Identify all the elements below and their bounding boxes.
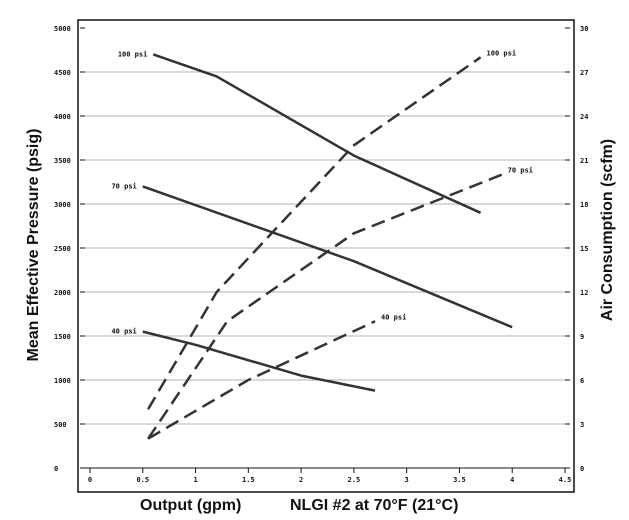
y-right-tick-label: 21 bbox=[580, 157, 588, 165]
series-line-40-psi-solid bbox=[142, 330, 376, 392]
y-right-tick-label: 24 bbox=[580, 113, 588, 121]
y-right-tick-label: 18 bbox=[580, 201, 588, 209]
series-label-40-psi-solid: 40 psi bbox=[111, 328, 136, 336]
x-tick-label: 2 bbox=[299, 476, 303, 484]
y-right-tick-label: 12 bbox=[580, 289, 588, 297]
series-label-100-psi-solid: 100 psi bbox=[118, 50, 148, 58]
x-tick-label: 4.5 bbox=[559, 476, 572, 484]
y-left-tick-label: 3000 bbox=[54, 201, 71, 209]
x-tick-label: 0.5 bbox=[136, 476, 149, 484]
x-tick-label: 3 bbox=[405, 476, 409, 484]
series-labels: 100 psi 70 psi 40 psi 100 psi 70 psi 40 psi bbox=[111, 49, 532, 335]
series-label-100-psi-dashed: 100 psi bbox=[487, 49, 517, 57]
series-label-40-psi-dashed: 40 psi bbox=[381, 313, 406, 321]
y-left-tick-label: 4000 bbox=[54, 113, 71, 121]
series-label-70-psi-solid: 70 psi bbox=[111, 182, 136, 190]
y-right-tick-label: 27 bbox=[580, 69, 588, 77]
y-left-tick-label: 1500 bbox=[54, 333, 71, 341]
y-left-tick-label: 500 bbox=[54, 421, 67, 429]
x-tick-label: 3.5 bbox=[453, 476, 466, 484]
y-left-tick-label: 1000 bbox=[54, 377, 71, 385]
x-tick-label: 1.5 bbox=[242, 476, 255, 484]
y-right-tick-label: 6 bbox=[580, 377, 584, 385]
x-tick-label: 1 bbox=[193, 476, 197, 484]
series-line-100-psi-solid bbox=[152, 53, 482, 214]
tick-labels: 0500100015002000250030003500400045005000… bbox=[54, 25, 588, 484]
y-right-tick-label: 0 bbox=[580, 465, 584, 473]
series-line-100-psi-dashed bbox=[147, 56, 482, 410]
y-right-tick-label: 3 bbox=[580, 421, 584, 429]
y-right-tick-label: 9 bbox=[580, 333, 584, 341]
y-axis-left-title: Mean Effective Pressure (psig) bbox=[25, 129, 42, 362]
y-left-tick-label: 4500 bbox=[54, 69, 71, 77]
x-axis-title: Output (gpm) bbox=[140, 497, 241, 514]
x-tick-label: 4 bbox=[510, 476, 514, 484]
y-left-tick-label: 0 bbox=[54, 465, 58, 473]
x-tick-label: 2.5 bbox=[348, 476, 361, 484]
y-axis-right-title: Air Consumption (scfm) bbox=[599, 139, 616, 321]
y-left-tick-label: 3500 bbox=[54, 157, 71, 165]
series-line-70-psi-solid bbox=[142, 185, 513, 329]
y-left-tick-label: 2500 bbox=[54, 245, 71, 253]
y-right-tick-label: 15 bbox=[580, 245, 588, 253]
y-left-tick-label: 5000 bbox=[54, 25, 71, 33]
series-lines bbox=[142, 53, 513, 440]
series-label-70-psi-dashed: 70 psi bbox=[508, 167, 533, 175]
x-tick-label: 0 bbox=[88, 476, 92, 484]
x-axis-note: NLGI #2 at 70°F (21°C) bbox=[290, 497, 458, 514]
y-right-tick-label: 30 bbox=[580, 25, 588, 33]
y-left-tick-label: 2000 bbox=[54, 289, 71, 297]
plot-frame bbox=[77, 19, 575, 493]
series-line-40-psi-dashed bbox=[147, 320, 376, 440]
series-line-70-psi-dashed bbox=[147, 173, 503, 440]
